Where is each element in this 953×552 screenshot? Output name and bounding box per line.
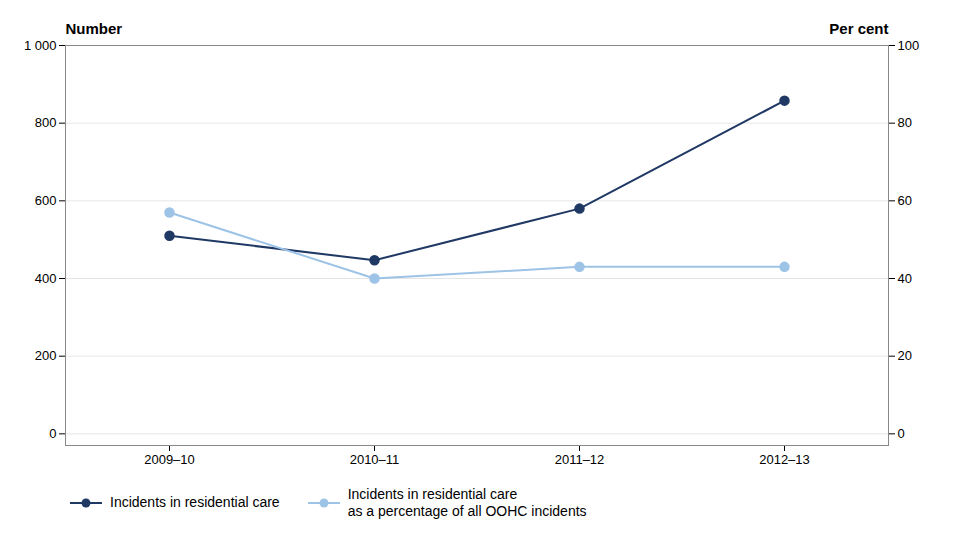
svg-text:Per cent: Per cent <box>829 20 888 37</box>
svg-text:2012–13: 2012–13 <box>759 452 810 467</box>
svg-text:1 000: 1 000 <box>24 38 57 53</box>
svg-text:0: 0 <box>49 426 56 441</box>
svg-text:2011–12: 2011–12 <box>555 452 605 467</box>
svg-text:600: 600 <box>35 193 57 208</box>
svg-text:400: 400 <box>35 271 57 286</box>
svg-text:2010–11: 2010–11 <box>350 452 400 467</box>
svg-text:800: 800 <box>35 115 57 130</box>
html-text:Incidents in residential care: Incidents in residential care <box>110 494 280 511</box>
svg-text:80: 80 <box>898 115 912 130</box>
svg-text:20: 20 <box>898 348 912 363</box>
svg-text:40: 40 <box>898 271 912 286</box>
svg-text:200: 200 <box>35 348 57 363</box>
html-text:Incidents in residential care: Incidents in residential care as a perce… <box>347 486 587 519</box>
svg-text:100: 100 <box>898 38 920 53</box>
svg-text:2009–10: 2009–10 <box>144 452 195 467</box>
svg-text:0: 0 <box>898 426 905 441</box>
svg-text:Number: Number <box>66 20 123 37</box>
svg-text:60: 60 <box>898 193 912 208</box>
